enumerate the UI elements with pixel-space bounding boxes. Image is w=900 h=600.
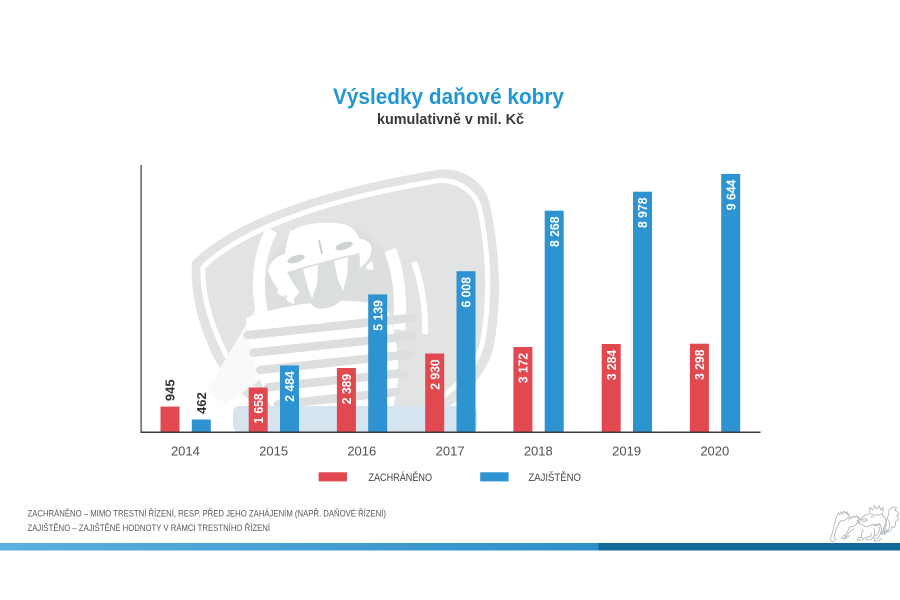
svg-text:2014: 2014 [171, 444, 200, 459]
svg-text:2016: 2016 [347, 444, 376, 459]
svg-text:2017: 2017 [436, 444, 465, 459]
svg-text:2 484: 2 484 [282, 370, 297, 401]
svg-text:2 930: 2 930 [427, 359, 442, 390]
svg-text:3 172: 3 172 [516, 353, 531, 384]
svg-text:2019: 2019 [612, 444, 641, 459]
svg-text:ZACHRÁNĚNO – MIMO TRESTNÍ ŘÍZE: ZACHRÁNĚNO – MIMO TRESTNÍ ŘÍZENÍ, RESP. … [28, 509, 387, 520]
svg-text:6 008: 6 008 [459, 277, 474, 308]
svg-text:3 298: 3 298 [692, 350, 707, 381]
svg-text:8 978: 8 978 [635, 198, 650, 229]
svg-text:9 644: 9 644 [723, 179, 738, 210]
svg-text:ZAJIŠTĚNO – ZAJIŠTĚNÉ HODNOTY: ZAJIŠTĚNO – ZAJIŠTĚNÉ HODNOTY V RÁMCI TR… [28, 523, 271, 534]
svg-text:2018: 2018 [524, 444, 553, 459]
svg-text:kumulativně v mil. Kč: kumulativně v mil. Kč [377, 111, 524, 128]
svg-text:2015: 2015 [259, 444, 288, 459]
svg-text:ZACHRÁNĚNO: ZACHRÁNĚNO [368, 471, 432, 484]
svg-text:2 389: 2 389 [339, 374, 354, 405]
svg-text:2020: 2020 [700, 444, 729, 459]
svg-text:8 268: 8 268 [547, 217, 562, 248]
svg-text:3 284: 3 284 [604, 349, 619, 380]
svg-text:Výsledky daňové kobry: Výsledky daňové kobry [333, 84, 564, 109]
svg-text:ZAJIŠTĚNO: ZAJIŠTĚNO [528, 471, 581, 484]
svg-text:5 139: 5 139 [370, 300, 385, 331]
svg-text:1 658: 1 658 [251, 393, 266, 424]
svg-text:462: 462 [194, 392, 209, 414]
svg-text:945: 945 [163, 379, 178, 401]
